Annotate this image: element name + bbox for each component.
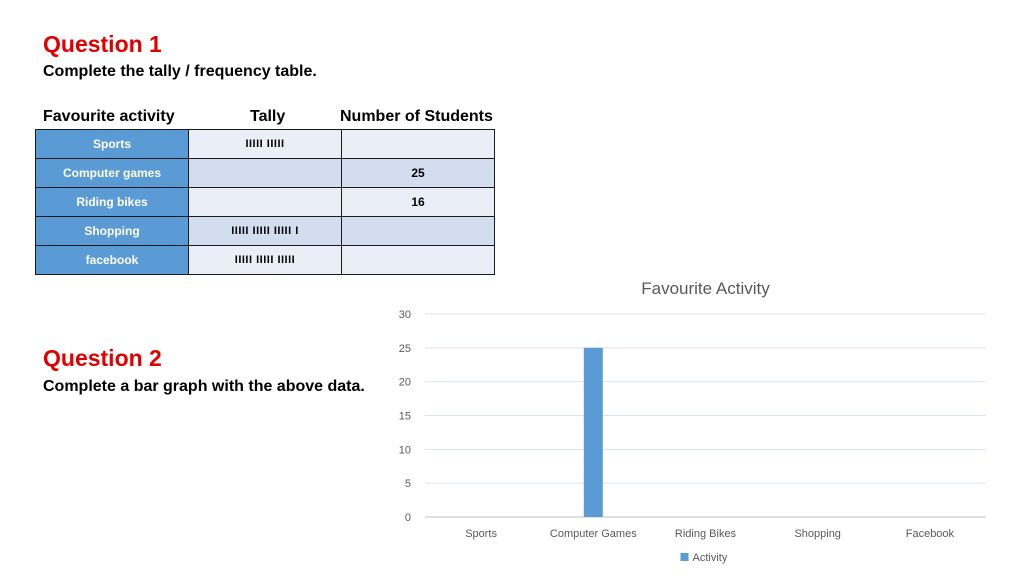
x-tick-label: Sports (465, 528, 497, 540)
question-2-title: Question 2 (43, 345, 162, 371)
activity-cell: Computer games (35, 158, 189, 188)
y-tick-label: 30 (399, 309, 411, 321)
question-1-instruction: Complete the tally / frequency table. (43, 63, 317, 80)
number-cell (341, 129, 495, 159)
x-tick-label: Facebook (906, 528, 955, 540)
number-cell: 16 (341, 187, 495, 217)
activity-cell: facebook (35, 245, 189, 275)
header-number-of-students: Number of Students (340, 108, 493, 125)
question-2-instruction: Complete a bar graph with the above data… (43, 378, 365, 395)
y-tick-label: 15 (399, 411, 411, 423)
y-tick-label: 5 (405, 478, 411, 490)
table-row: Sports IIIII IIIII (35, 129, 495, 159)
tally-frequency-table: Sports IIIII IIIII Computer games 25 Rid… (35, 129, 495, 275)
tally-cell (188, 158, 342, 188)
y-tick-label: 20 (399, 377, 411, 389)
legend-label: Activity (693, 552, 728, 564)
y-tick-label: 25 (399, 343, 411, 355)
header-favourite-activity: Favourite activity (43, 108, 175, 125)
activity-cell: Shopping (35, 216, 189, 246)
y-tick-label: 10 (399, 444, 411, 456)
table-row: facebook IIIII IIIII IIIII (35, 245, 495, 275)
header-tally: Tally (250, 108, 286, 125)
tally-cell: IIIII IIIII IIIII (188, 245, 342, 275)
table-row: Riding bikes 16 (35, 187, 495, 217)
table-row: Computer games 25 (35, 158, 495, 188)
legend-swatch (680, 553, 689, 561)
x-tick-label: Computer Games (550, 528, 637, 540)
question-1-title: Question 1 (43, 31, 162, 57)
x-tick-label: Shopping (794, 528, 841, 540)
table-row: Shopping IIIII IIIII IIIII I (35, 216, 495, 246)
favourite-activity-bar-chart: Favourite Activity 0 5 10 15 20 25 30 Sports Comp… (399, 279, 986, 564)
tally-cell: IIIII IIIII (188, 129, 342, 159)
tally-cell (188, 187, 342, 217)
activity-cell: Sports (35, 129, 189, 159)
x-tick-label: Riding Bikes (675, 528, 737, 540)
number-cell (341, 245, 495, 275)
tally-cell: IIIII IIIII IIIII I (188, 216, 342, 246)
number-cell (341, 216, 495, 246)
activity-cell: Riding bikes (35, 187, 189, 217)
number-cell: 25 (341, 158, 495, 188)
chart-title: Favourite Activity (641, 279, 770, 298)
bar (583, 347, 603, 517)
y-tick-label: 0 (405, 512, 411, 524)
